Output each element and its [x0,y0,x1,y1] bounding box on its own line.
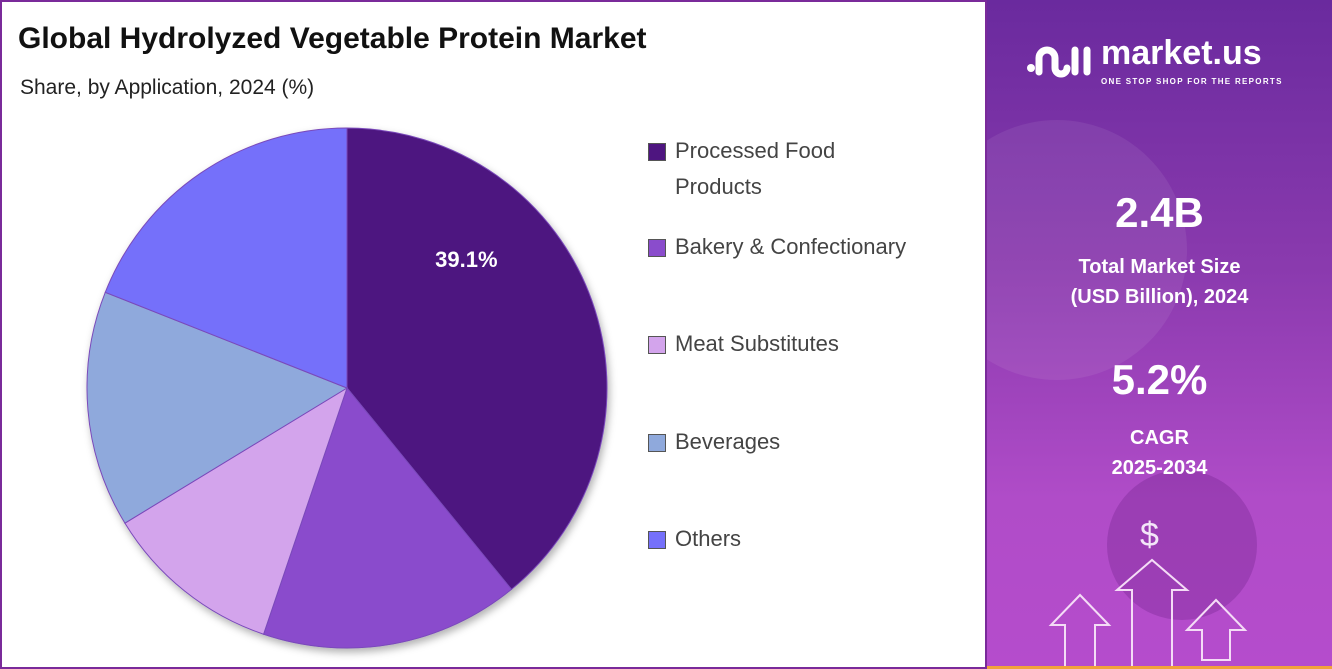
pie-slice-bakery-confectionary [262,386,513,649]
legend-label: Beverages [675,429,781,454]
legend-swatch [648,143,666,161]
pie-chart: 39.1% [86,127,608,649]
legend-label: Bakery & Confectionary [675,234,907,259]
legend-label: Others [675,526,742,551]
legend-swatch [648,531,666,549]
chart-subtitle: Share, by Application, 2024 (%) [20,76,315,99]
cagr-period: 2025-2034 [1111,457,1208,479]
logo-icon [1027,46,1091,78]
data-label: 39.1% [435,247,497,272]
chart-title: Global Hydrolyzed Vegetable Protein Mark… [18,22,647,55]
logo-tagline: ONE STOP SHOP FOR THE REPORTS [1101,77,1283,86]
legend-label-line2: Products [675,174,762,199]
legend-item-beverages: Beverages [648,424,978,460]
dollar-icon: $ [1140,516,1159,554]
legend-swatch [648,336,666,354]
legend-item-meat-substitutes: Meat Substitutes [648,326,978,362]
logo-name: market.us [1101,34,1262,72]
summary-sidebar: market.us ONE STOP SHOP FOR THE REPORTS … [987,0,1332,669]
legend-swatch [648,434,666,452]
pie-slice-others [104,127,348,389]
growth-arrows-icon [1048,558,1248,666]
pie-slice-processed-food-products [346,127,608,591]
legend-label: Meat Substitutes [675,331,839,356]
pie-slice-meat-substitutes [124,386,348,635]
market-size-label-2: (USD Billion), 2024 [1070,286,1249,308]
legend-item-processed-food: Processed Food Products [648,133,978,205]
market-size-value: 2.4B [1115,189,1204,236]
legend-label: Processed Food [675,138,836,163]
legend-item-bakery: Bakery & Confectionary [648,229,978,265]
market-us-logo: market.us ONE STOP SHOP FOR THE REPORTS [1025,32,1283,88]
background-decoration [987,120,1187,380]
legend-swatch [648,239,666,257]
market-size-label: Total Market Size [1078,256,1241,278]
legend-item-others: Others [648,521,978,557]
pie-slice-beverages [86,291,349,524]
cagr-label: CAGR [1130,427,1189,449]
cagr-value: 5.2% [1111,356,1208,403]
legend-label-group: Processed Food Products [675,133,835,205]
